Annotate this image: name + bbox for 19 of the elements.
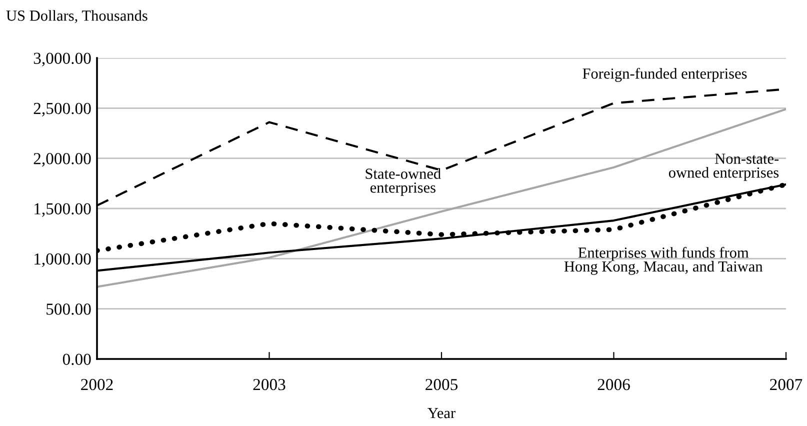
x-tick-label: 2002: [81, 378, 113, 390]
x-tick-label: 2005: [426, 378, 458, 390]
annotation: State-owned enterprises: [366, 168, 441, 196]
y-axis-title: US Dollars, Thousands: [6, 10, 148, 24]
y-tick-label: 1,000.00: [34, 253, 91, 268]
annotation: Enterprises with funds from Hong Kong, Macau, and Taiwan: [564, 246, 763, 275]
x-tick-label: 2006: [598, 378, 630, 390]
x-axis-title: Year: [428, 408, 456, 418]
line-series: [97, 108, 786, 288]
x-tick-label: 2007: [770, 378, 802, 390]
y-tick-label: 1,500.00: [34, 203, 91, 217]
x-tick-label: 2003: [253, 378, 286, 390]
annotation: Foreign-funded enterprises: [582, 68, 747, 82]
y-tick-label: 2,500.00: [34, 102, 91, 117]
y-tick-label: 0.00: [62, 354, 91, 366]
y-tick-label: 500.00: [46, 304, 91, 315]
annotation: Non-state- owned enterprises: [668, 154, 779, 181]
y-tick-label: 3,000.00: [34, 52, 91, 66]
y-tick-label: 2,000.00: [34, 153, 91, 167]
